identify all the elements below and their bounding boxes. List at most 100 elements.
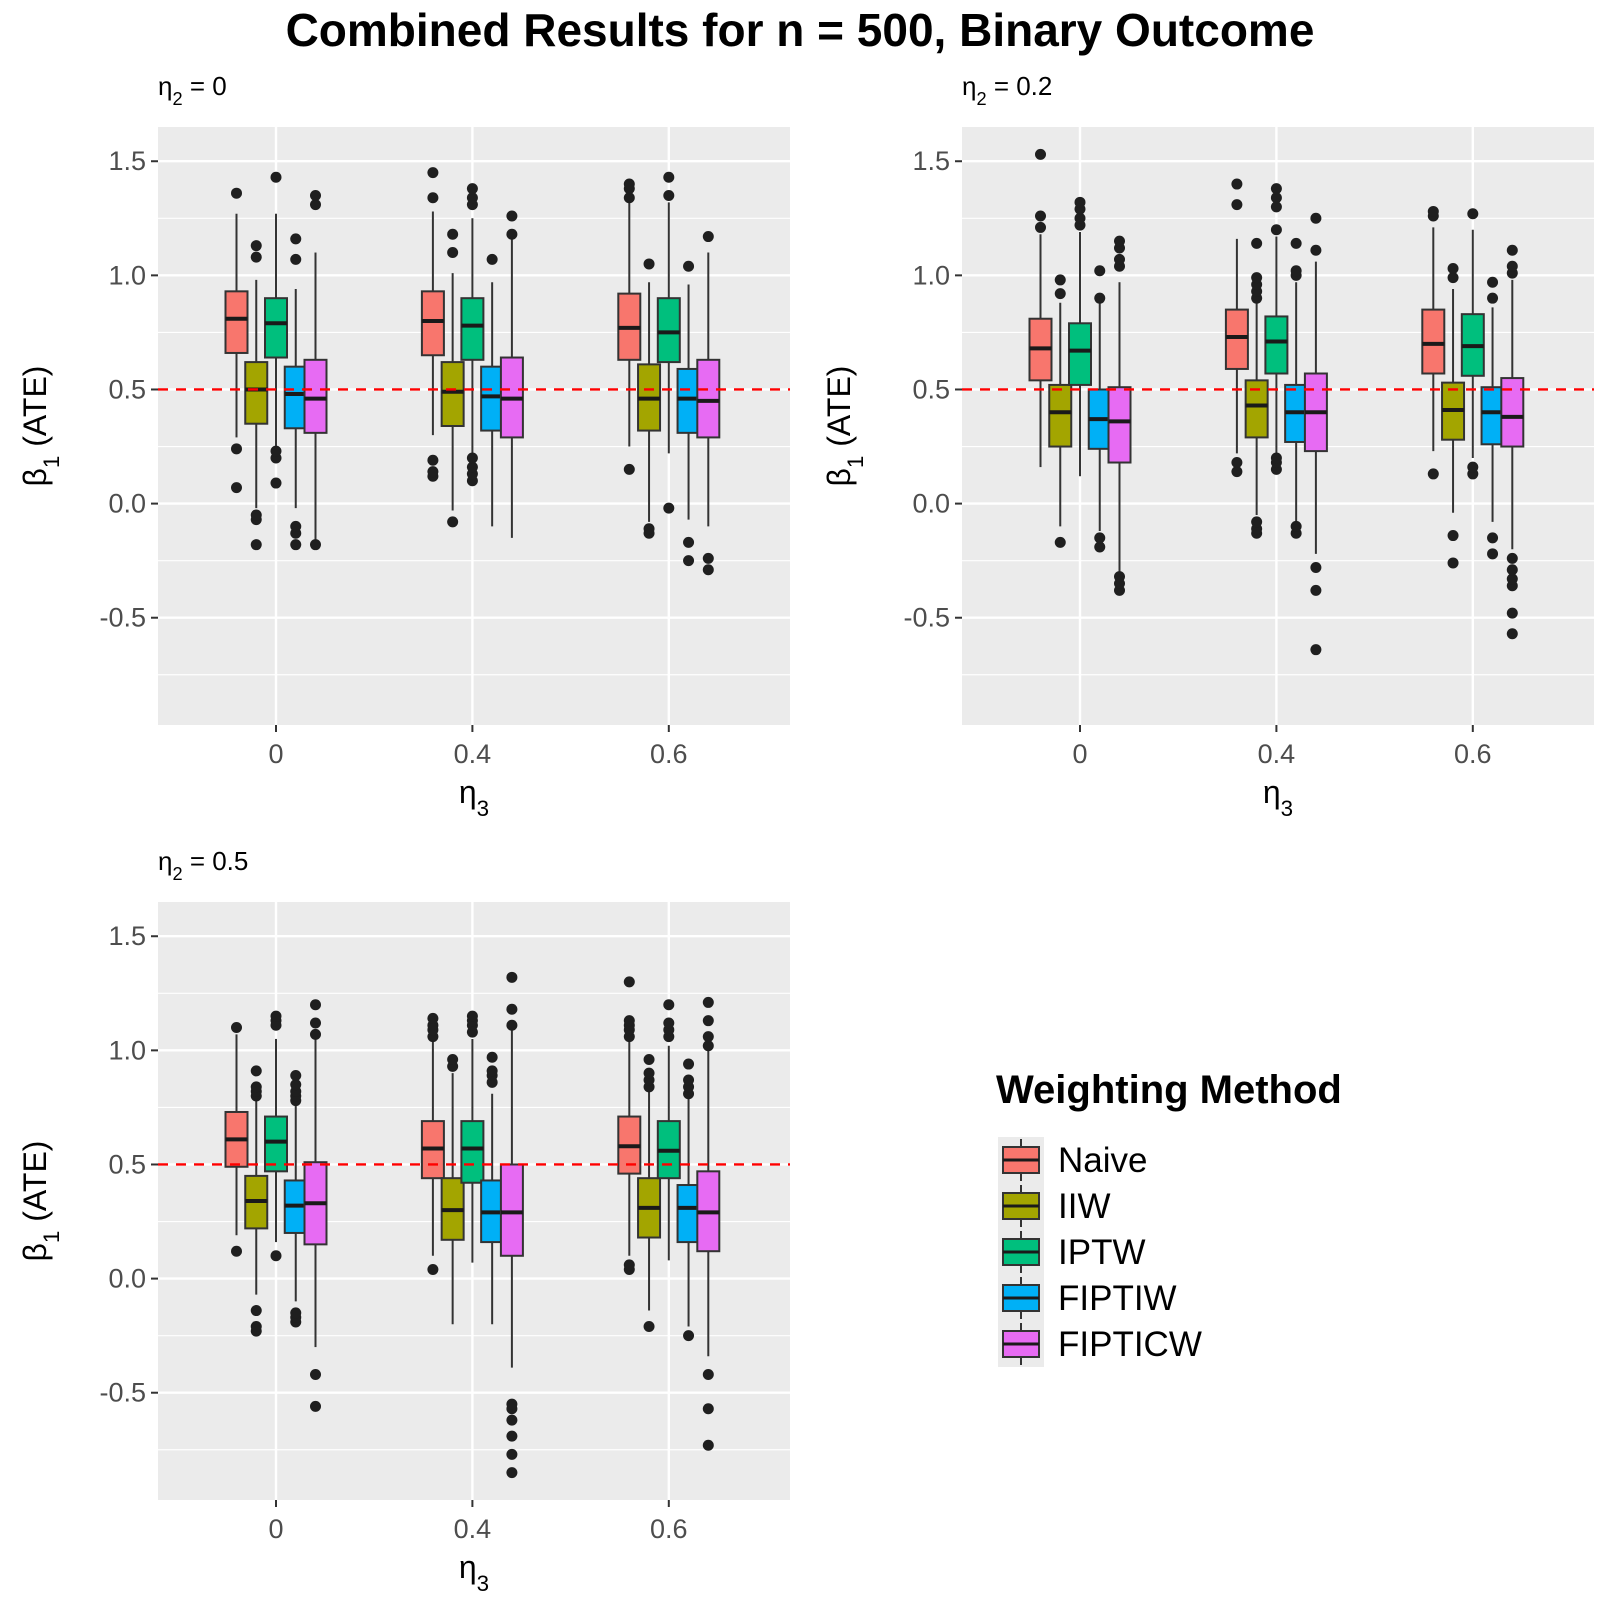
- legend-item-iiw: IIW: [1002, 1185, 1110, 1227]
- y-axis-title: β1 (ATE): [821, 366, 868, 487]
- outlier-point: [310, 1017, 321, 1029]
- outlier-point: [643, 523, 655, 535]
- box-fiptiw: [676, 260, 701, 567]
- outlier-point: [506, 1414, 518, 1426]
- outlier-point: [310, 539, 321, 551]
- outlier-point: [1290, 237, 1302, 249]
- outlier-point: [427, 1263, 439, 1275]
- box-fipticw: [303, 999, 328, 1412]
- legend-item-iptw: IPTW: [1002, 1231, 1145, 1273]
- outlier-point: [310, 1028, 321, 1040]
- box-body: [1068, 322, 1092, 386]
- box-naive: [1224, 178, 1249, 478]
- outlier-point: [447, 228, 459, 240]
- panel-title: η2 = 0.5: [158, 846, 248, 884]
- outlier-point: [702, 1040, 714, 1052]
- legend: Weighting Method Naive IIW IPTW FIPTIW FIPTIC…: [996, 1068, 1342, 1367]
- box-body: [244, 361, 269, 425]
- outlier-point: [1114, 571, 1125, 583]
- x-axis-title: η3: [1263, 774, 1293, 821]
- outlier-point: [1035, 210, 1046, 222]
- outlier-point: [310, 1400, 321, 1412]
- outlier-point: [231, 1245, 242, 1257]
- box-iiw: [440, 1053, 465, 1325]
- box-body: [1264, 315, 1289, 375]
- outlier-point: [290, 1307, 302, 1319]
- box-iiw: [244, 240, 269, 551]
- outlier-point: [1231, 199, 1243, 211]
- outlier-point: [1094, 541, 1106, 553]
- outlier-point: [623, 192, 635, 204]
- box-iiw: [1048, 274, 1073, 548]
- outlier-point: [1074, 212, 1086, 224]
- outlier-point: [231, 443, 242, 455]
- y-tick-label: 0.5: [108, 374, 146, 404]
- outlier-point: [1270, 452, 1282, 464]
- x-tick-label: 0.6: [1454, 739, 1492, 769]
- outlier-point: [466, 192, 478, 204]
- outlier-point: [1506, 552, 1518, 564]
- y-tick-label: 1.0: [108, 1035, 146, 1065]
- outlier-point: [1487, 292, 1499, 304]
- box-body: [1107, 386, 1132, 464]
- y-tick-label: 1.5: [108, 921, 146, 951]
- outlier-point: [1094, 265, 1106, 277]
- box-body: [460, 1120, 485, 1184]
- outlier-point: [683, 536, 695, 548]
- outlier-point: [310, 1368, 321, 1380]
- outlier-point: [506, 971, 518, 983]
- outlier-point: [1310, 212, 1322, 224]
- outlier-point: [702, 1015, 714, 1027]
- box-body: [420, 290, 445, 357]
- box-naive: [420, 1012, 445, 1275]
- outlier-point: [643, 1067, 655, 1079]
- outlier-point: [1251, 272, 1263, 284]
- box-body: [696, 358, 721, 439]
- outlier-point: [1467, 208, 1479, 220]
- outlier-point: [250, 1081, 262, 1093]
- x-tick-label: 0: [268, 1514, 283, 1544]
- outlier-point: [663, 502, 675, 514]
- box-iiw: [440, 228, 465, 528]
- box-body: [656, 297, 681, 364]
- legend-label: IPTW: [1058, 1233, 1145, 1272]
- outlier-point: [1114, 235, 1125, 247]
- box-iiw: [1244, 237, 1269, 539]
- outlier-point: [702, 1403, 714, 1415]
- box-body: [1224, 308, 1249, 370]
- box-fipticw: [1107, 235, 1132, 596]
- legend-label: FIPTIW: [1058, 1279, 1177, 1318]
- outlier-point: [1231, 466, 1243, 478]
- box-iiw: [1441, 263, 1466, 569]
- box-body: [460, 297, 485, 361]
- outlier-point: [506, 210, 518, 222]
- outlier-point: [310, 189, 321, 201]
- outlier-point: [506, 1448, 518, 1460]
- outlier-point: [623, 463, 635, 475]
- y-tick-label: 0.0: [108, 489, 146, 519]
- box-body: [224, 290, 249, 354]
- box-body: [440, 361, 465, 428]
- legend-item-naive: Naive: [1002, 1139, 1147, 1181]
- box-fiptiw: [676, 1058, 701, 1342]
- x-tick-label: 0.6: [650, 1514, 688, 1544]
- y-axis-title: β1 (ATE): [17, 1141, 64, 1262]
- x-axis-title: η3: [459, 774, 489, 821]
- box-fipticw: [303, 189, 328, 551]
- outlier-point: [702, 552, 714, 564]
- outlier-point: [1094, 292, 1106, 304]
- outlier-point: [506, 1467, 518, 1479]
- x-tick-label: 0: [1072, 739, 1087, 769]
- outlier-point: [250, 1065, 262, 1077]
- box-fipticw: [1303, 212, 1328, 656]
- outlier-point: [623, 1015, 635, 1027]
- panel-2: -0.5 0.0 0.5 1.0 1.5 0 0.4 0.6 η3 β1 (ATE) η2 = 0.…: [17, 846, 790, 1596]
- box-fiptiw: [1087, 265, 1112, 553]
- outlier-point: [1310, 584, 1322, 596]
- x-tick-label: 0.6: [650, 739, 688, 769]
- outlier-point: [427, 454, 439, 466]
- box-fipticw: [696, 996, 721, 1451]
- box-fiptiw: [480, 1051, 505, 1325]
- outlier-point: [1506, 573, 1518, 585]
